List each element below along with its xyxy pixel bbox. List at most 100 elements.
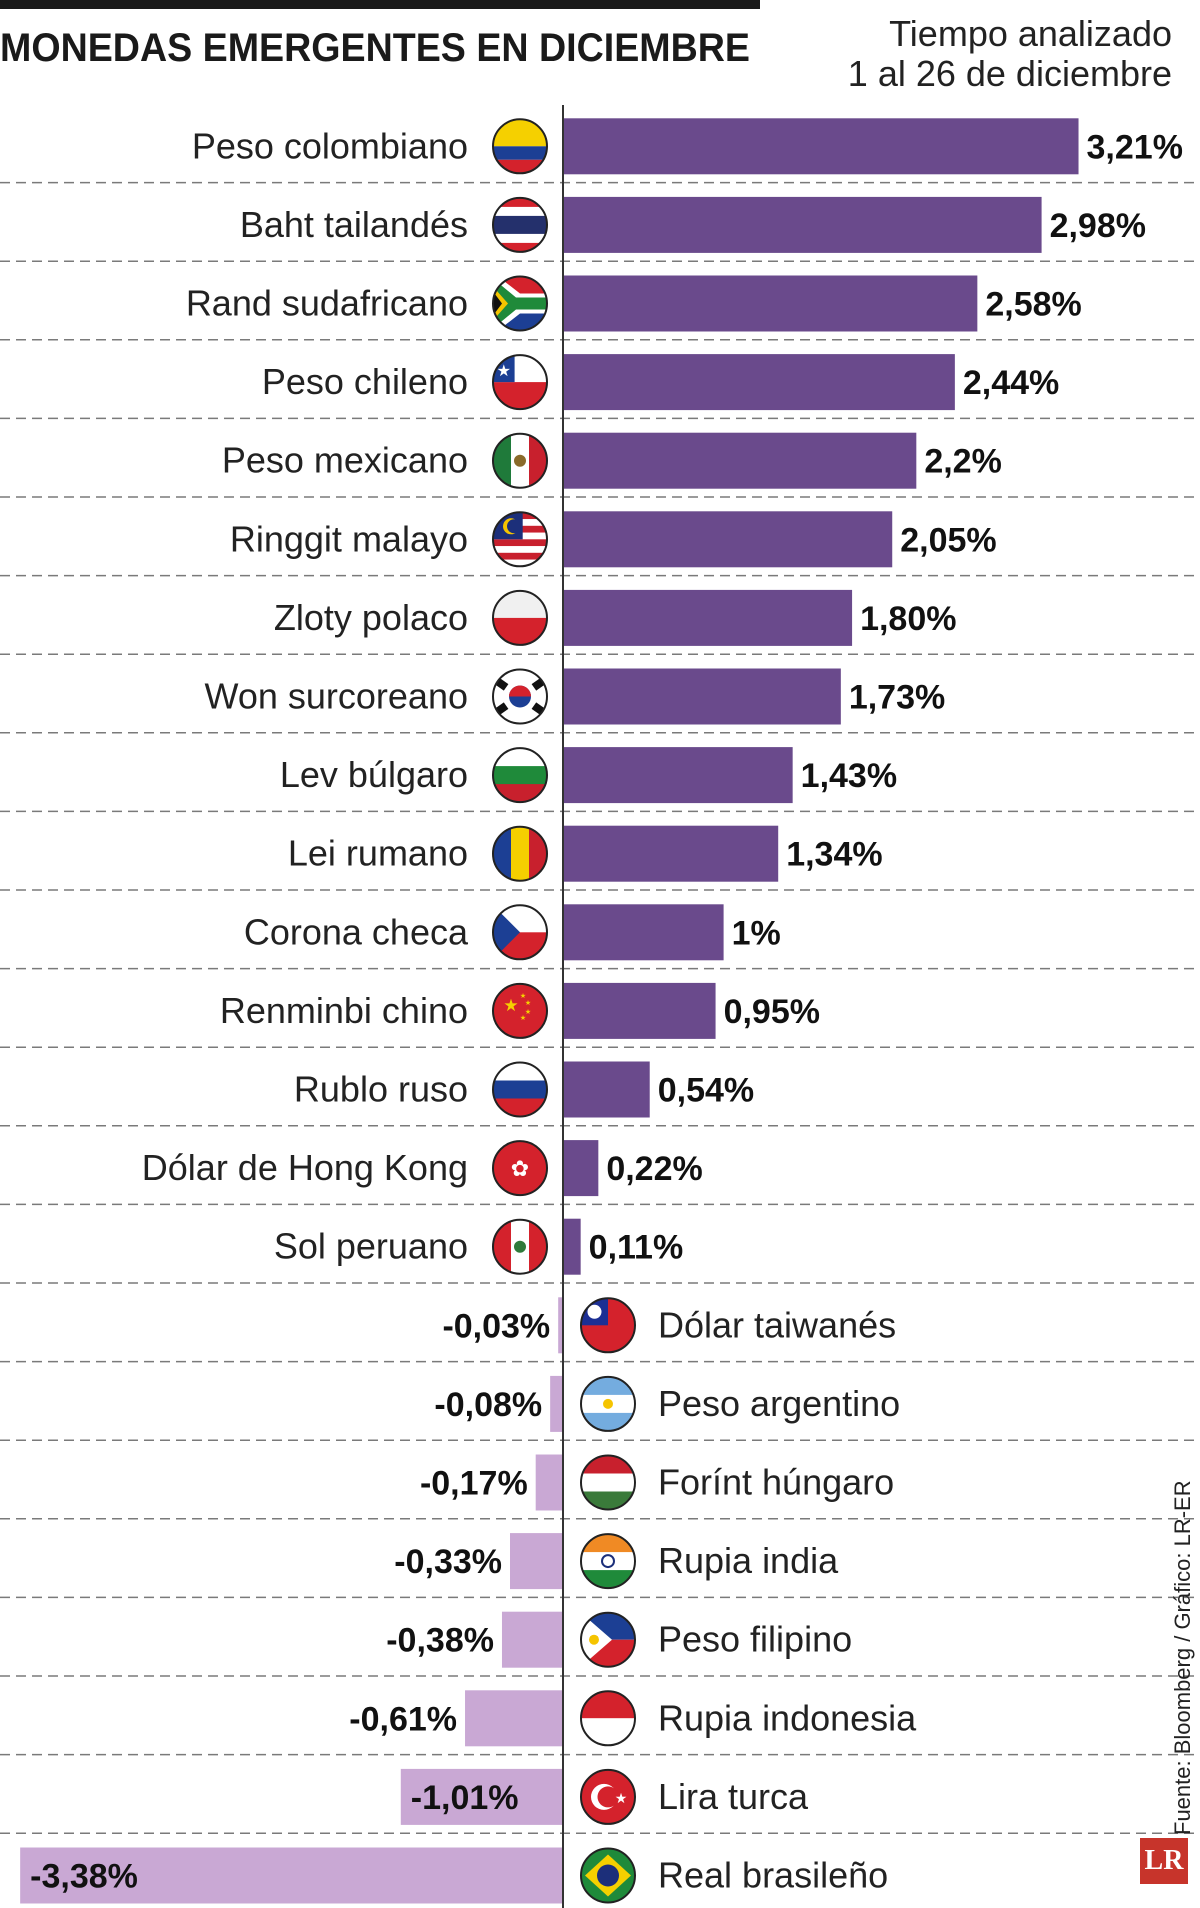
china-flag-icon: ★ ★★★★ <box>493 983 547 1038</box>
bar-rupia-indonesia <box>465 1690 563 1747</box>
category-label-renminbi-chino: Renminbi chino <box>220 990 468 1031</box>
value-label-real-brasileno: -3,38% <box>30 1858 138 1896</box>
thailand-flag-icon <box>493 197 547 252</box>
bar-forint-hungaro <box>535 1454 563 1511</box>
south-africa-flag-icon-outline <box>492 275 548 332</box>
hungary-flag-icon-outline <box>580 1454 636 1511</box>
bar-peso-argentino <box>550 1375 563 1432</box>
brazil-flag-icon-outline <box>580 1847 636 1904</box>
india-flag-icon-outline <box>580 1533 636 1590</box>
romania-flag-icon-outline <box>492 825 548 882</box>
svg-text:★: ★ <box>503 996 518 1015</box>
svg-text:★: ★ <box>615 1790 628 1806</box>
chart-title: MONEDAS EMERGENTES EN DICIEMBRE <box>0 26 750 70</box>
bar-lira-turca <box>400 1768 563 1825</box>
thailand-flag-icon-outline <box>492 196 548 253</box>
category-label-lev-bulgaro: Lev búlgaro <box>280 754 468 795</box>
category-label-dolar-de-hong-kong: Dólar de Hong Kong <box>142 1147 468 1188</box>
category-label-peso-argentino: Peso argentino <box>658 1383 900 1424</box>
turkey-flag-icon-outline <box>580 1768 636 1825</box>
china-flag-icon-outline <box>492 982 548 1039</box>
bulgaria-flag-icon-outline <box>492 747 548 804</box>
argentina-flag-icon-outline <box>580 1375 636 1432</box>
bar-rupia-india <box>510 1533 563 1590</box>
bar-lei-rumano <box>563 825 779 882</box>
south-africa-flag-icon <box>493 276 547 331</box>
svg-text:★: ★ <box>525 1008 531 1016</box>
value-label-peso-colombiano: 3,21% <box>1087 128 1183 166</box>
category-label-peso-chileno: Peso chileno <box>262 361 468 402</box>
peru-flag-icon-outline <box>492 1218 548 1275</box>
category-label-lira-turca: Lira turca <box>658 1776 809 1817</box>
value-label-sol-peruano: 0,11% <box>589 1229 684 1267</box>
value-label-ringgit-malayo: 2,05% <box>900 521 996 559</box>
colombia-flag-icon-outline <box>492 118 548 175</box>
malaysia-flag-icon <box>493 512 547 567</box>
category-label-zloty-polaco: Zloty polaco <box>274 597 468 638</box>
value-label-rupia-indonesia: -0,61% <box>349 1700 457 1738</box>
bar-won-surcoreano <box>563 668 841 725</box>
value-label-rand-sudafricano: 2,58% <box>985 286 1081 324</box>
malaysia-flag-icon-outline <box>492 511 548 568</box>
svg-text:✿: ✿ <box>511 1156 529 1181</box>
chart-subtitle: Tiempo analizado 1 al 26 de diciembre <box>848 14 1172 94</box>
category-label-sol-peruano: Sol peruano <box>274 1226 468 1267</box>
bar-rublo-ruso <box>563 1061 650 1118</box>
bar-peso-chileno <box>563 354 955 411</box>
value-label-forint-hungaro: -0,17% <box>420 1465 528 1503</box>
poland-flag-icon-outline <box>492 589 548 646</box>
category-label-ringgit-malayo: Ringgit malayo <box>230 518 468 559</box>
value-label-dolar-taiwanes: -0,03% <box>442 1307 550 1345</box>
category-label-real-brasileno: Real brasileño <box>658 1855 888 1896</box>
bar-peso-mexicano <box>563 432 917 489</box>
category-label-rublo-ruso: Rublo ruso <box>294 1069 468 1110</box>
category-label-rupia-indonesia: Rupia indonesia <box>658 1697 917 1738</box>
bar-peso-colombiano <box>563 118 1079 175</box>
bar-sol-peruano <box>563 1218 581 1275</box>
value-label-zloty-polaco: 1,80% <box>860 600 956 638</box>
value-label-peso-chileno: 2,44% <box>963 364 1059 402</box>
category-label-peso-filipino: Peso filipino <box>658 1619 852 1660</box>
value-label-corona-checa: 1% <box>732 914 781 952</box>
value-label-peso-mexicano: 2,2% <box>924 443 1002 481</box>
category-label-baht-tailandes: Baht tailandés <box>240 204 468 245</box>
value-label-renminbi-chino: 0,95% <box>724 993 820 1031</box>
category-label-corona-checa: Corona checa <box>244 911 469 952</box>
value-label-dolar-de-hong-kong: 0,22% <box>606 1150 702 1188</box>
value-label-lei-rumano: 1,34% <box>786 836 882 874</box>
category-label-dolar-taiwanes: Dólar taiwanés <box>658 1304 896 1345</box>
value-label-rublo-ruso: 0,54% <box>658 1072 754 1110</box>
value-label-lira-turca: -1,01% <box>411 1779 519 1817</box>
bar-renminbi-chino <box>563 982 716 1039</box>
bar-zloty-polaco <box>563 589 853 646</box>
mexico-flag-icon-outline <box>492 432 548 489</box>
svg-text:★: ★ <box>525 999 531 1007</box>
bar-baht-tailandes <box>563 196 1042 253</box>
value-label-peso-filipino: -0,38% <box>386 1622 494 1660</box>
subtitle-line-2: 1 al 26 de diciembre <box>847 53 1172 94</box>
russia-flag-icon-outline <box>492 1061 548 1118</box>
category-label-forint-hungaro: Forínt húngaro <box>658 1462 894 1503</box>
bar-lev-bulgaro <box>563 747 793 804</box>
svg-text:★: ★ <box>520 992 526 1000</box>
brazil-flag-icon <box>581 1848 635 1903</box>
category-label-rand-sudafricano: Rand sudafricano <box>186 283 468 324</box>
value-label-baht-tailandes: 2,98% <box>1050 207 1146 245</box>
turkey-flag-icon: ★ <box>581 1769 635 1824</box>
value-label-rupia-india: -0,33% <box>394 1543 502 1581</box>
lr-logo: LR <box>1140 1838 1188 1884</box>
category-label-peso-colombiano: Peso colombiano <box>192 125 468 166</box>
indonesia-flag-icon-outline <box>580 1690 636 1747</box>
value-label-lev-bulgaro: 1,43% <box>801 757 897 795</box>
taiwan-flag-icon-outline <box>580 1297 636 1354</box>
value-label-peso-argentino: -0,08% <box>434 1386 542 1424</box>
hong-kong-flag-icon: ✿ <box>493 1141 547 1196</box>
subtitle-line-1: Tiempo analizado <box>889 13 1172 54</box>
bar-corona-checa <box>563 904 724 961</box>
svg-text:★: ★ <box>520 1014 526 1022</box>
czech-flag-icon-outline <box>492 904 548 961</box>
bar-dolar-taiwanes <box>558 1297 563 1354</box>
category-label-won-surcoreano: Won surcoreano <box>205 676 468 717</box>
bar-real-brasileno <box>20 1847 564 1904</box>
